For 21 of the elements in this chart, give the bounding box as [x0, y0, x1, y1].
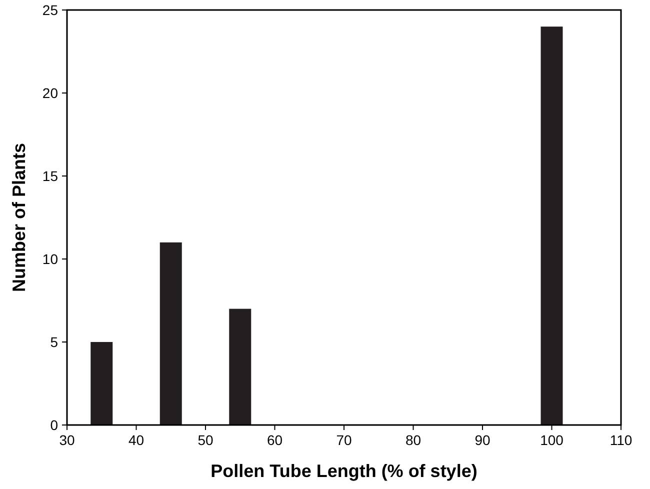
y-tick-label: 20 — [42, 84, 58, 101]
x-tick-label: 110 — [610, 432, 632, 448]
bar — [90, 342, 113, 425]
x-tick-label: 60 — [266, 432, 283, 448]
y-tick-label: 15 — [42, 168, 58, 184]
y-tick-label: 10 — [42, 250, 58, 267]
bar — [160, 242, 182, 425]
x-tick-label: 90 — [474, 432, 490, 448]
x-tick-label: 100 — [540, 432, 564, 448]
x-tick-label: 30 — [59, 432, 75, 448]
x-axis-title: Pollen Tube Length (% of style) — [210, 461, 478, 481]
x-tick-label: 40 — [128, 432, 144, 448]
y-axis-title: Number of Plants — [9, 142, 29, 292]
bar — [229, 308, 252, 425]
y-tick-label: 0 — [50, 416, 58, 433]
y-tick-label: 5 — [50, 334, 58, 350]
bar — [540, 26, 563, 425]
x-tick-label: 80 — [405, 432, 422, 448]
x-tick-label: 70 — [336, 432, 352, 448]
x-tick-label: 50 — [198, 432, 214, 448]
y-tick-label: 25 — [42, 2, 58, 18]
